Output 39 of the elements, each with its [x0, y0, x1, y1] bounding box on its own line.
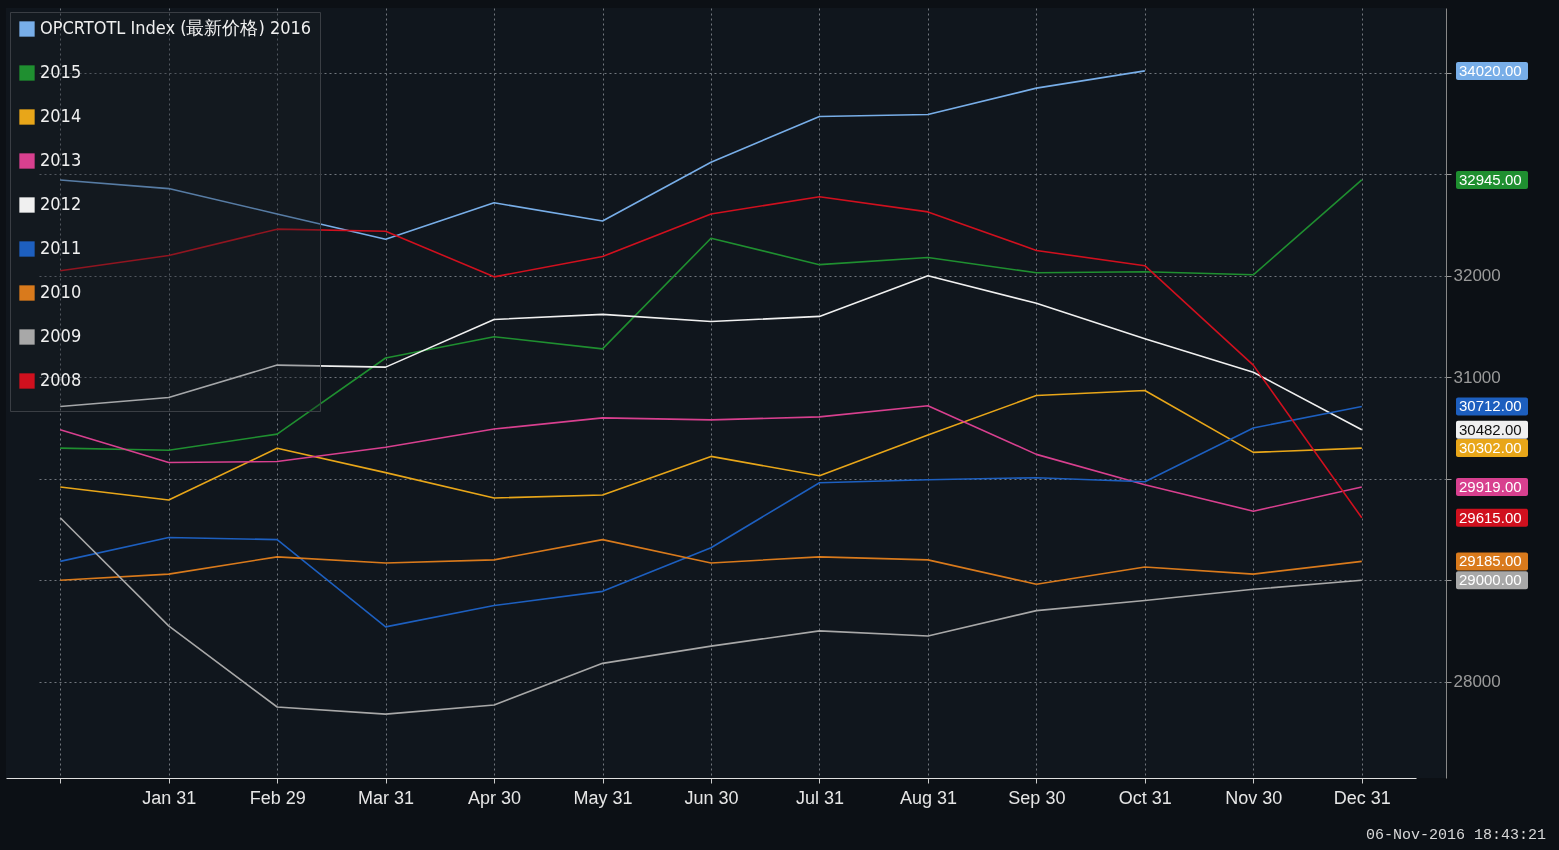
x-tick-label: Jul 31 — [795, 787, 844, 808]
x-tick-label: May 31 — [573, 787, 633, 808]
text: 34020.00 — [1459, 61, 1522, 79]
x-tick-label: Oct 31 — [1118, 787, 1172, 808]
legend-label: 2009 — [40, 325, 82, 346]
text: 29000.00 — [1459, 571, 1522, 589]
y-tick-label: 32000 — [1453, 266, 1501, 286]
line-series — [59, 538, 1363, 586]
x-tick-label: Nov 30 — [1225, 787, 1283, 808]
x-tick-label: Sep 30 — [1008, 787, 1066, 808]
x-tick-label: Feb 29 — [249, 787, 306, 808]
text: 30482.00 — [1459, 420, 1522, 438]
legend-label: OPCRTOTL Index (最新价格) 2016 — [40, 17, 312, 38]
x-tick-label: Dec 31 — [1333, 787, 1391, 808]
y-tick-label: 31000 — [1453, 367, 1501, 387]
legend-label: 2010 — [40, 281, 82, 302]
text: 30712.00 — [1459, 397, 1522, 415]
x-tick-label: Jan 31 — [142, 787, 197, 808]
y-tick-label: 28000 — [1453, 672, 1501, 692]
legend-label: 2015 — [40, 61, 82, 82]
legend-label: 2014 — [40, 105, 82, 126]
x-tick-label: Jun 30 — [684, 787, 739, 808]
line-series — [59, 516, 1363, 715]
text: 29615.00 — [1459, 508, 1522, 526]
text: 32945.00 — [1459, 170, 1522, 188]
legend-label: 2008 — [40, 369, 82, 390]
text: 29919.00 — [1459, 477, 1522, 495]
legend-label: 2011 — [40, 237, 82, 258]
line-series — [59, 404, 1363, 512]
text: 29185.00 — [1459, 552, 1522, 570]
legend-label: 2012 — [40, 193, 82, 214]
legend-label: 2013 — [40, 149, 82, 170]
line-series — [59, 405, 1363, 628]
x-tick-label: Aug 31 — [899, 787, 957, 808]
x-tick-label: Mar 31 — [358, 787, 415, 808]
text: 30302.00 — [1459, 439, 1522, 457]
x-tick-label: Apr 30 — [468, 787, 522, 808]
text: 06-Nov-2016 18:43:21 — [1365, 827, 1546, 844]
line-series — [59, 389, 1363, 501]
